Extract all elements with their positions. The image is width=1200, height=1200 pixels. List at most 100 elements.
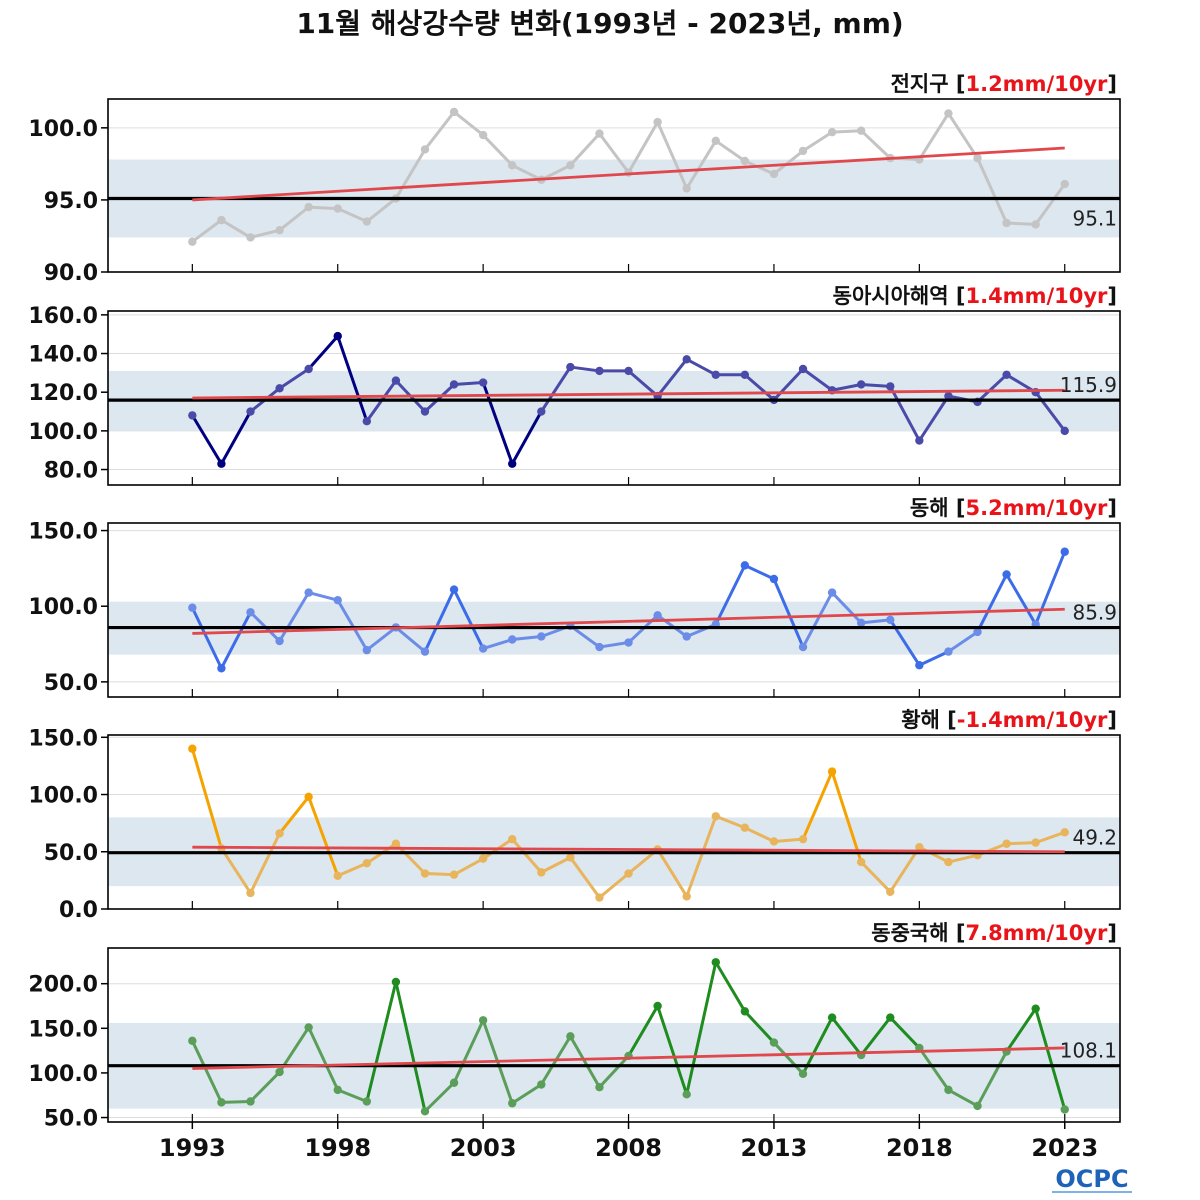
y-tick-label: 160.0 <box>28 304 98 329</box>
data-point <box>624 366 633 376</box>
y-tick-label: 200.0 <box>28 973 98 998</box>
data-point <box>275 636 284 646</box>
series-segment <box>248 1070 282 1103</box>
series-segment <box>278 205 311 232</box>
data-point <box>769 1038 779 1047</box>
panel-title: 동해 [5.2mm/10yr] <box>910 496 1117 520</box>
y-tick-label: 140.0 <box>28 343 98 368</box>
data-point <box>420 145 430 154</box>
data-point <box>478 644 488 653</box>
series-segment <box>1034 830 1067 845</box>
series-segment <box>888 845 921 894</box>
series-segment <box>365 625 398 652</box>
data-point <box>1002 218 1011 228</box>
series-segment <box>365 196 398 224</box>
series-segment <box>801 367 834 392</box>
data-point <box>624 638 633 647</box>
data-point <box>537 1080 546 1089</box>
data-point <box>508 1099 517 1108</box>
series-segment <box>423 1081 456 1113</box>
data-point <box>595 129 604 138</box>
data-point <box>856 126 866 135</box>
series-segment <box>219 846 252 895</box>
series-segment <box>888 1016 921 1050</box>
data-point <box>944 109 953 118</box>
series-segment <box>190 413 223 466</box>
bracket: ] <box>1107 921 1117 945</box>
mean-value-label: 115.9 <box>1060 373 1117 397</box>
data-point <box>1031 220 1040 229</box>
data-point <box>188 237 197 246</box>
series-segment <box>859 860 892 894</box>
data-point <box>1002 370 1011 379</box>
series-5 <box>188 958 1069 1116</box>
series-segment <box>976 1050 1009 1108</box>
mean-value-label: 95.1 <box>1072 206 1117 230</box>
series-segment <box>481 638 514 651</box>
data-point <box>333 1085 342 1095</box>
data-point <box>973 1101 982 1111</box>
series-segment <box>365 980 398 1103</box>
data-point <box>827 767 837 776</box>
data-point <box>420 647 430 656</box>
data-point <box>1031 1004 1040 1013</box>
trend-line <box>192 146 1065 202</box>
series-segment <box>510 837 543 874</box>
panel-frame <box>107 734 1121 910</box>
data-point <box>478 130 488 140</box>
data-point <box>1002 839 1011 848</box>
series-segment <box>656 120 689 190</box>
data-point <box>304 588 313 597</box>
panel-title: 동중국해 [7.8mm/10yr] <box>871 921 1117 945</box>
data-point <box>682 892 691 901</box>
data-point <box>304 1023 313 1032</box>
series-segment <box>336 207 369 224</box>
data-point <box>711 812 720 821</box>
data-point <box>275 384 284 393</box>
y-tick-label: 95.0 <box>44 189 98 214</box>
series-segment <box>743 563 776 581</box>
data-point <box>856 857 866 867</box>
series-segment <box>685 814 718 898</box>
series-segment <box>772 149 805 176</box>
data-point <box>362 859 372 868</box>
data-point <box>711 136 720 146</box>
trend-value: 7.8mm/10yr <box>965 921 1108 945</box>
data-point <box>217 1098 226 1107</box>
series-segment <box>976 373 1009 404</box>
data-point <box>362 645 372 655</box>
series-segment <box>307 591 340 602</box>
series-segment <box>772 367 805 402</box>
panel-frame <box>107 98 1121 273</box>
series-segment <box>423 588 456 654</box>
data-point <box>537 868 546 877</box>
panel-4: 0.0 50.0 100.0 150.0 49.2 황해 [-1.4mm/10yr] <box>28 708 1121 923</box>
data-point <box>886 1013 895 1022</box>
data-point <box>188 411 197 420</box>
data-point <box>304 792 313 802</box>
data-point <box>478 854 488 863</box>
data-point <box>1060 1105 1069 1114</box>
panel-title: 동아시아해역 [1.4mm/10yr] <box>833 284 1117 308</box>
series-segment <box>510 634 543 642</box>
data-point <box>449 380 459 389</box>
data-point <box>711 370 720 379</box>
data-point <box>304 364 313 374</box>
data-point <box>508 635 517 644</box>
series-segment <box>452 110 485 137</box>
series-segment <box>830 770 863 864</box>
data-point <box>1060 179 1069 189</box>
trend-value: -1.4mm/10yr <box>957 708 1108 732</box>
mean-value-label: 108.1 <box>1060 1039 1117 1063</box>
data-point <box>682 355 691 364</box>
bracket: ] <box>1107 496 1117 520</box>
panel-5: 50.0 100.0 150.0 200.0 108.1 동중국해 [7.8mm/10yr… <box>28 921 1121 1132</box>
data-point <box>566 1032 575 1041</box>
mean-value-label: 49.2 <box>1072 826 1117 850</box>
series-segment <box>539 163 572 182</box>
data-point <box>595 366 604 376</box>
data-point <box>217 459 226 468</box>
y-tick-label: 50.0 <box>44 671 98 696</box>
panel-frame <box>107 947 1121 1123</box>
data-point <box>449 585 459 594</box>
